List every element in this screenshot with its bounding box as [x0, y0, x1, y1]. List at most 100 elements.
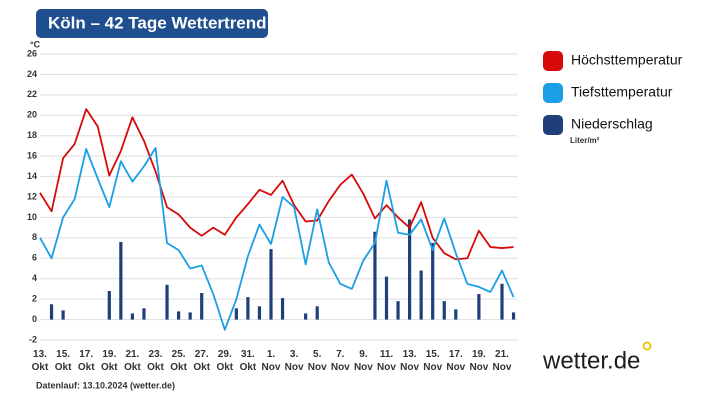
- y-tick-label: 24: [27, 69, 37, 79]
- legend-swatch: [543, 51, 563, 71]
- x-tick-label-part: 15.: [56, 349, 70, 360]
- x-tick-label-part: Okt: [170, 362, 187, 373]
- x-tick-label-part: 17.: [449, 349, 463, 360]
- x-tick-label-part: 21.: [125, 349, 139, 360]
- legend-label: Höchsttemperatur: [571, 52, 683, 68]
- x-tick-label-part: 7.: [336, 349, 345, 360]
- precip-bar: [107, 290, 111, 320]
- temp-line: [39, 108, 514, 261]
- precip-bar: [177, 311, 181, 320]
- precip-bar: [188, 312, 192, 320]
- x-tick-label-part: Nov: [377, 362, 396, 373]
- x-tick-label-part: Okt: [216, 362, 233, 373]
- y-tick-label: 14: [27, 171, 37, 181]
- x-tick-label: 11. Nov: [377, 349, 396, 373]
- precip-bar: [246, 297, 250, 320]
- precip-bar: [408, 219, 412, 320]
- legend-label: Tiefsttemperatur: [571, 84, 673, 100]
- x-tick-label: 17. Okt: [78, 349, 95, 373]
- x-tick-label-part: 23.: [149, 349, 163, 360]
- x-tick-label-part: 3.: [290, 349, 299, 360]
- temp-line: [39, 147, 515, 331]
- precip-bar: [477, 294, 481, 320]
- precip-bar: [384, 276, 389, 320]
- title-box: [36, 9, 268, 38]
- x-tick-label: 3. Nov: [285, 349, 304, 373]
- x-tick-label-part: 11.: [380, 349, 394, 360]
- y-tick-label: 0: [32, 314, 37, 324]
- x-tick-label: 27. Okt: [193, 349, 210, 373]
- y-tick-label: 26: [27, 48, 37, 58]
- y-tick-label: 6: [32, 253, 37, 263]
- x-tick-label-part: Okt: [193, 362, 210, 373]
- precip-bar: [419, 270, 423, 320]
- precip-unit: Liter/m²: [570, 136, 600, 145]
- precip-bar: [396, 301, 400, 320]
- y-tick-label: 18: [27, 130, 37, 140]
- x-tick-label-part: Okt: [32, 362, 49, 373]
- legend-swatch: [543, 115, 563, 135]
- precip-bar: [61, 310, 65, 320]
- x-tick-label-part: Okt: [78, 362, 95, 373]
- x-tick-label-part: Okt: [55, 362, 72, 373]
- y-tick-label: 20: [27, 110, 37, 120]
- x-tick-label-part: 5.: [313, 349, 322, 360]
- precip-bar: [304, 313, 308, 320]
- precip-bar: [442, 301, 446, 320]
- precip-bar: [49, 304, 54, 320]
- x-tick-label: 17. Nov: [446, 349, 465, 373]
- y-tick-label: 22: [27, 89, 37, 99]
- x-tick-label: 29. Okt: [216, 349, 233, 373]
- x-tick-label-part: Nov: [400, 362, 419, 373]
- x-tick-label-part: 1.: [267, 349, 276, 360]
- x-tick-label-part: 31.: [241, 349, 255, 360]
- precip-bar: [373, 231, 377, 320]
- precip-bar: [130, 313, 134, 320]
- x-tick-label-part: Nov: [262, 362, 281, 373]
- precip-bar: [234, 308, 238, 320]
- x-tick-label-part: 19.: [472, 349, 486, 360]
- x-tick-label: 13. Okt: [32, 349, 49, 373]
- precip-bar: [315, 306, 319, 320]
- y-tick-label: 16: [27, 151, 37, 161]
- precip-bar: [119, 241, 123, 320]
- x-tick-label-part: Nov: [331, 362, 350, 373]
- x-tick-label: 5. Nov: [308, 349, 327, 373]
- y-unit: °C: [30, 39, 41, 49]
- x-tick-label-part: Nov: [423, 362, 442, 373]
- precip-bar: [431, 242, 435, 320]
- precip-bar: [269, 249, 273, 320]
- x-tick-label: 15. Nov: [423, 349, 442, 373]
- x-tick-label-part: Okt: [124, 362, 141, 373]
- legend-swatch: [543, 83, 563, 103]
- y-tick-label: 8: [32, 232, 37, 242]
- x-tick-label: 23. Okt: [147, 349, 164, 373]
- x-tick-label: 25. Okt: [170, 349, 187, 373]
- x-tick-label-part: 27.: [195, 349, 209, 360]
- logo: wetter.de: [542, 347, 640, 374]
- x-tick-label: 7. Nov: [331, 349, 350, 373]
- x-tick-label-part: Nov: [469, 362, 488, 373]
- x-tick-label: 19. Okt: [101, 349, 118, 373]
- precip-bar: [165, 284, 169, 320]
- x-tick-label-part: Nov: [354, 362, 373, 373]
- precip-bar: [454, 309, 458, 320]
- y-tick-label: 10: [27, 212, 37, 222]
- legend-label: Niederschlag: [571, 116, 653, 132]
- precip-bar: [142, 308, 146, 320]
- x-tick-label-part: 17.: [79, 349, 93, 360]
- x-tick-label-part: Nov: [308, 362, 327, 373]
- x-tick-label-part: 9.: [359, 349, 368, 360]
- precip-bar: [200, 293, 204, 320]
- precip-bar: [257, 306, 262, 320]
- x-tick-label-part: Okt: [240, 362, 257, 373]
- x-tick-label: 31. Okt: [240, 349, 257, 373]
- logo-dot: [642, 341, 652, 351]
- precip-bar: [280, 298, 285, 320]
- y-tick-label: 12: [27, 191, 37, 201]
- x-tick-label: 21. Nov: [493, 349, 512, 373]
- x-tick-label-part: 13.: [33, 349, 47, 360]
- x-tick-label-part: Nov: [446, 362, 465, 373]
- y-tick-label: 4: [32, 273, 37, 283]
